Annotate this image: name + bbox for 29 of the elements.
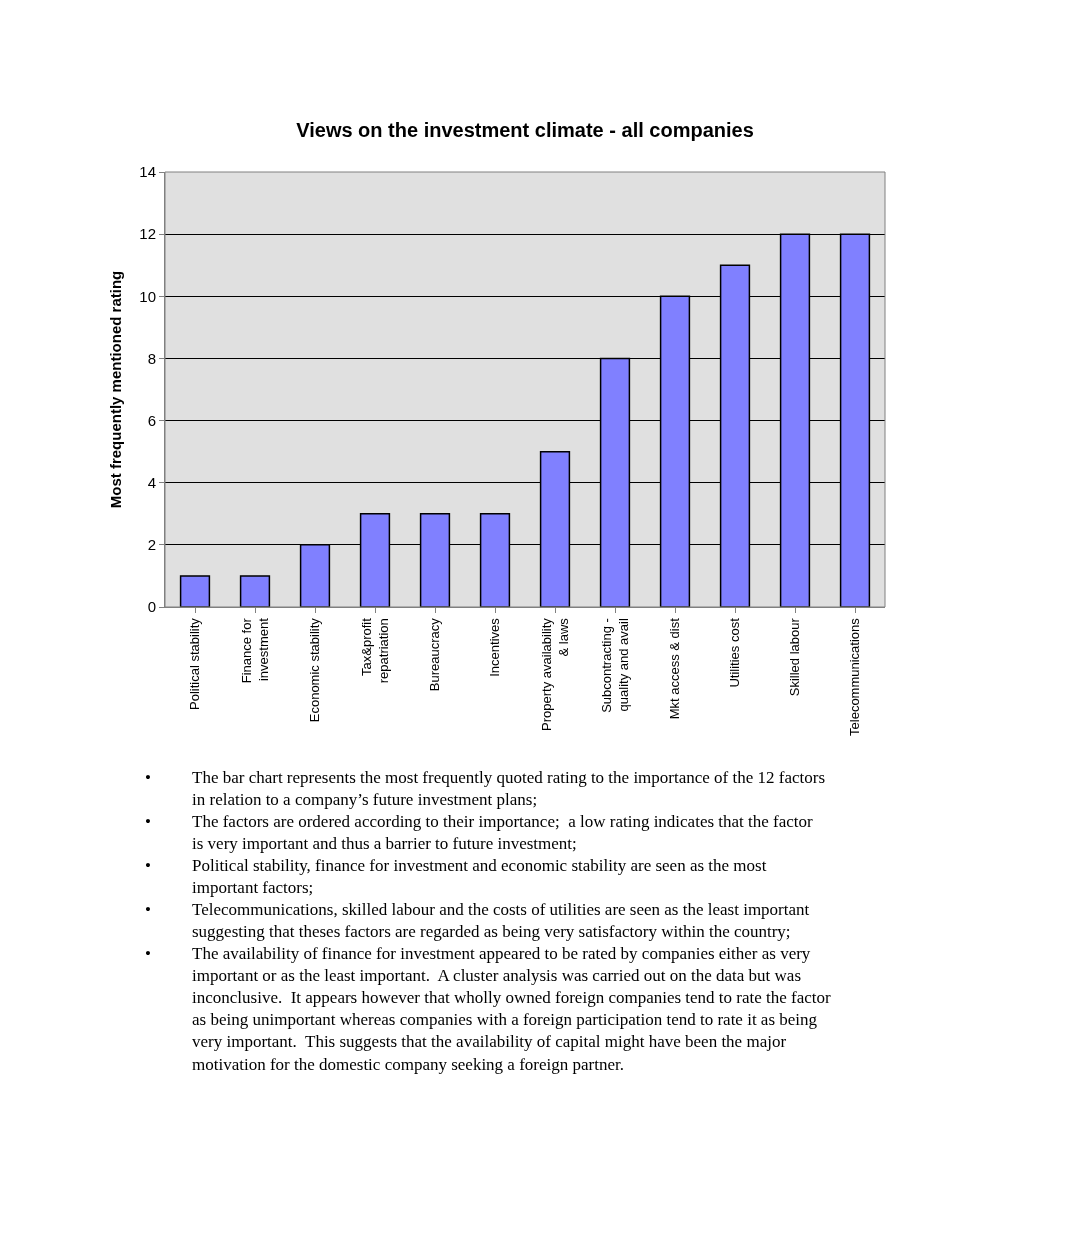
bar bbox=[239, 575, 271, 607]
x-tick-label: Skilled labour bbox=[787, 617, 803, 697]
text: • The bar chart represents the most frequently quoted rating to the importance of the 12 factors in relation to a company’s future investment plans; bbox=[145, 768, 826, 810]
x-tick-label: Finance for investment bbox=[238, 617, 271, 684]
x-tick-label: Tax&profit repatriation bbox=[358, 617, 391, 684]
y-tick-label: 2 bbox=[147, 536, 156, 554]
x-tick-label: Bureaucracy bbox=[427, 617, 443, 692]
text: • The factors are ordered according to their importance; a low rating indicates that the factor is very important and thus a barrier to future investment; bbox=[145, 812, 813, 854]
x-tick-label: Utilities cost bbox=[727, 617, 743, 688]
y-tick-label: 4 bbox=[147, 473, 156, 491]
text: • Political stability, finance for investment and economic stability are seen as the most important factors; bbox=[145, 856, 767, 898]
y-tick-label: 10 bbox=[139, 287, 156, 305]
bar bbox=[179, 575, 211, 607]
x-tick-label: Mkt access & dist bbox=[667, 617, 683, 720]
text: • The availability of finance for investment appeared to be rated by companies either as very important or as the least important. A cluster analysis was carried out on the data but was inconclusive. It appears however that wholly owned foreign companies tend to rate the factor as being unimportant whereas companies with a foreign participation tend to rate it as being very important. This suggests that the availability of capital might have been the major motivation for the domestic company seeking a foreign partner. bbox=[145, 944, 831, 1074]
x-tick-label: Subcontracting - quality and avail bbox=[598, 618, 631, 713]
y-tick-label: 14 bbox=[139, 163, 156, 181]
x-tick-label: Telecommunications bbox=[847, 617, 863, 736]
x-tick-label: Political stability bbox=[187, 617, 203, 710]
y-tick-label: 6 bbox=[147, 411, 156, 429]
y-tick-label: 8 bbox=[147, 349, 156, 367]
chart-title: Views on the investment climate - all companies bbox=[296, 119, 754, 141]
y-tick-label: 0 bbox=[147, 598, 156, 616]
x-tick-label: Economic stability bbox=[307, 617, 323, 723]
text: • Telecommunications, skilled labour and the costs of utilities are seen as the least important suggesting that theses factors are regarded as being very satisfactory within the country; bbox=[145, 900, 810, 942]
x-tick-label: Property availability & laws bbox=[538, 617, 571, 731]
y-axis-title: Most frequently mentioned rating bbox=[106, 270, 124, 509]
x-tick-label: Incentives bbox=[487, 617, 503, 677]
y-tick-label: 12 bbox=[139, 225, 156, 243]
